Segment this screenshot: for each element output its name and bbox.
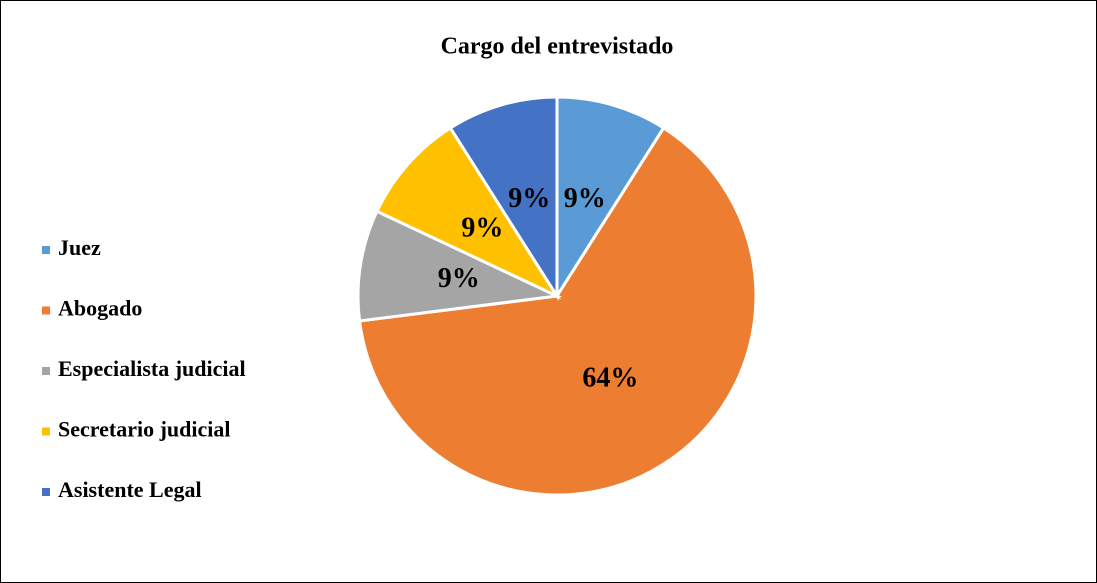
legend-swatch [42, 367, 50, 375]
data-label: 64% [582, 362, 638, 393]
data-label: 9% [438, 263, 480, 294]
pie-slice [448, 95, 559, 302]
legend-label: Abogado [58, 296, 142, 321]
chart-title: Cargo del entrevistado [441, 34, 674, 60]
data-label: 9% [564, 183, 606, 214]
data-label: 9% [508, 183, 550, 214]
legend-swatch [42, 306, 50, 315]
pie-slice [356, 209, 563, 323]
legend-label: Juez [58, 235, 101, 260]
legend-label: Secretario judicial [58, 417, 231, 442]
legend-label: Especialista judicial [58, 356, 246, 381]
legend-swatch [42, 427, 50, 436]
pie-slice [555, 95, 666, 302]
pie-slice [357, 125, 758, 497]
legend-label: Asistente Legal [58, 477, 202, 502]
data-label: 9% [461, 213, 503, 244]
legend-swatch [42, 246, 50, 254]
legend-swatch [42, 488, 50, 496]
pie-slice [374, 125, 562, 300]
